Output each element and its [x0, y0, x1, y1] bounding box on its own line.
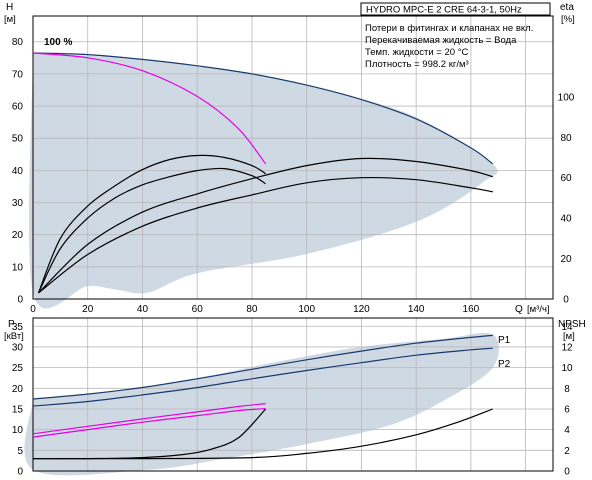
x-tick-label: 160: [463, 304, 480, 315]
head-axis-unit: [м]: [4, 14, 16, 25]
top-curves-layer: [32, 52, 494, 294]
curve-p1: [32, 334, 493, 400]
y-tick-label: 60: [12, 102, 24, 113]
curve-series-6: [32, 408, 494, 460]
info-box: HYDRO MPC-E 2 CRE 64-3-1, 50Hz Потери в …: [360, 2, 551, 70]
curve-series-3: [32, 403, 266, 435]
npsh-axis-label: NPSH: [558, 319, 586, 330]
curve-series-1: [32, 52, 494, 165]
info-line-liquid: Перекачиваемая жидкость = Вода: [365, 35, 517, 46]
top-right-tick-labels: 0 20 40 60 80 100: [558, 92, 575, 305]
info-line-temperature: Темп. жидкости = 20 °C: [365, 47, 468, 58]
y-right-tick-label: 6: [564, 404, 570, 415]
curve-series-6: [38, 157, 493, 294]
y-right-tick-label: 10: [561, 363, 573, 374]
y-tick-label: 70: [12, 69, 24, 80]
series-label-p1: P1: [498, 335, 511, 346]
x-tick-label: 120: [353, 304, 370, 315]
y-right-tick-label: 80: [560, 133, 572, 144]
x-tick-label: 80: [246, 304, 258, 315]
curve-series-3: [37, 167, 266, 294]
y-tick-label: 50: [12, 134, 24, 145]
flow-axis-label: Q: [515, 304, 523, 315]
power-axis-label: P: [8, 319, 15, 330]
top-x-tick-labels: 0 20 40 60 80 100 120 140 160: [30, 304, 479, 315]
y-tick-label: 10: [12, 425, 24, 436]
series-label-p2: P2: [498, 359, 511, 370]
y-tick-label: 80: [12, 37, 24, 48]
x-tick-label: 100: [298, 304, 315, 315]
bottom-curves-layer: [32, 334, 494, 460]
x-tick-label: 40: [137, 304, 149, 315]
y-tick-label: 20: [12, 230, 24, 241]
y-right-tick-label: 2: [564, 446, 570, 457]
title-box: [360, 2, 551, 16]
info-line-losses: Потери в фитингах и клапанах не вкл.: [365, 23, 533, 34]
y-right-tick-label: 4: [564, 425, 570, 436]
top-grid: [33, 16, 553, 299]
x-tick-label: 60: [192, 304, 204, 315]
npsh-axis-unit: [м]: [563, 331, 575, 342]
y-tick-label: 30: [12, 198, 24, 209]
curve-series-4: [37, 154, 266, 294]
eta-axis-label: eta: [560, 2, 574, 13]
y-tick-label: 25: [12, 363, 24, 374]
chart-title: HYDRO MPC-E 2 CRE 64-3-1, 50Hz: [366, 5, 522, 16]
y-right-tick-label: 20: [560, 254, 572, 265]
y-right-tick-label: 0: [564, 467, 570, 478]
operating-area: [28, 53, 498, 309]
curve-series-5: [38, 176, 493, 294]
speed-annotation: 100 %: [44, 37, 72, 48]
y-tick-label: 30: [12, 342, 24, 353]
y-right-tick-label: 0: [563, 295, 569, 306]
y-right-tick-label: 12: [561, 342, 573, 353]
y-tick-label: 0: [17, 467, 23, 478]
head-chart: 0 20 40 60 80 100 120 140 160 01020304050607080 …: [4, 2, 575, 315]
x-tick-label: 0: [30, 304, 36, 315]
y-right-tick-label: 14: [561, 322, 573, 333]
top-operating-area-layer: [28, 53, 498, 309]
y-tick-label: 20: [12, 384, 24, 395]
bottom-right-tick-labels: 0 2 4 6 8 10 12 14: [561, 322, 573, 478]
top-plot-frame: [32, 15, 554, 300]
y-tick-label: 5: [17, 446, 23, 457]
top-y-tick-labels: 0 10 20 30 40 50 60 70 80: [12, 37, 24, 305]
head-axis-label: H: [6, 2, 13, 13]
curve-p2: [32, 347, 493, 407]
bottom-y-tick-labels: 0 5 10 15 20 25 30 35: [12, 322, 24, 478]
flow-axis-unit: [м³/ч]: [527, 304, 550, 315]
y-right-tick-label: 100: [558, 92, 575, 103]
x-tick-label: 140: [408, 304, 425, 315]
eta-axis-unit: [%]: [561, 14, 575, 25]
info-line-density: Плотность = 998.2 кг/м³: [365, 59, 469, 70]
y-tick-label: 35: [12, 322, 24, 333]
curve-series-4: [32, 408, 266, 438]
y-tick-label: 40: [12, 166, 24, 177]
y-tick-label: 0: [17, 295, 23, 306]
bottom-plot-frame: [32, 317, 554, 472]
y-right-tick-label: 8: [564, 384, 570, 395]
x-tick-label: 20: [82, 304, 94, 315]
y-tick-label: 15: [12, 404, 24, 415]
y-right-tick-label: 40: [560, 214, 572, 225]
curve-series-2: [32, 52, 267, 165]
y-tick-label: 10: [12, 262, 24, 273]
power-axis-unit: [кВт]: [4, 331, 24, 342]
y-right-tick-label: 60: [560, 173, 572, 184]
